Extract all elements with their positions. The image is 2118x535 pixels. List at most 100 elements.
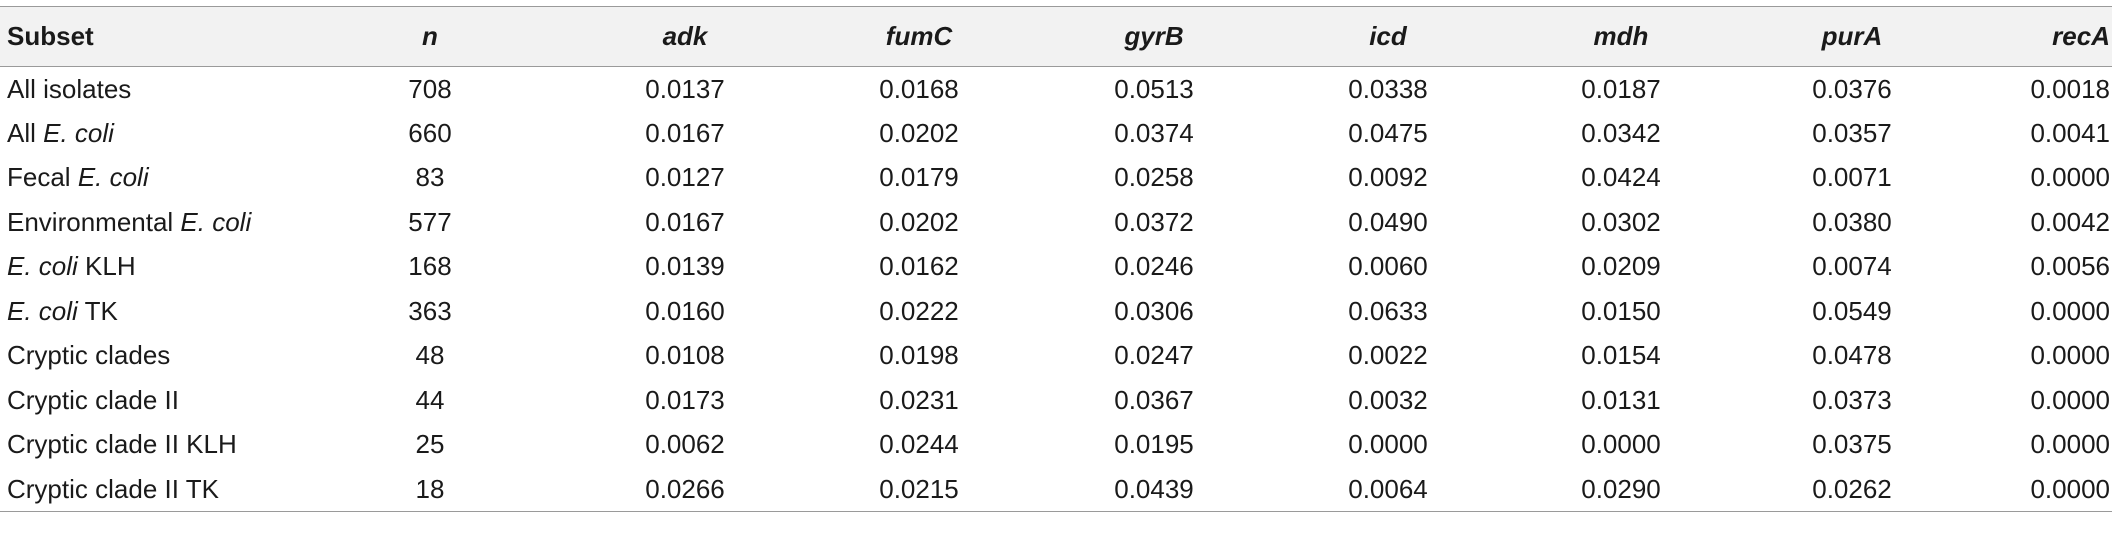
column-header-pura: purA bbox=[1821, 21, 1883, 51]
subset-cell: E. coli KLH bbox=[0, 245, 290, 290]
table-row: Cryptic clade II KLH 25 0.0062 0.0244 0.0195… bbox=[0, 423, 2112, 468]
subset-label-segment: Cryptic clade II bbox=[7, 384, 179, 415]
cell-fumc: 0.0222 bbox=[879, 295, 959, 326]
cell-mdh: 0.0424 bbox=[1581, 162, 1661, 193]
cell-gyrb: 0.0513 bbox=[1114, 73, 1194, 104]
cell-gyrb: 0.0367 bbox=[1114, 384, 1194, 415]
cell-mdh: 0.0150 bbox=[1581, 295, 1661, 326]
cell-adk: 0.0108 bbox=[645, 340, 725, 371]
subset-label-segment: E. coli bbox=[77, 162, 149, 193]
cell-icd: 0.0633 bbox=[1348, 295, 1428, 326]
subset-cell: All E. coli bbox=[0, 111, 290, 156]
subset-label-segment: KLH bbox=[77, 251, 136, 282]
cell-icd: 0.0092 bbox=[1348, 162, 1428, 193]
subset-cell: Fecal E. coli bbox=[0, 156, 290, 201]
subset-cell: E. coli TK bbox=[0, 289, 290, 334]
cell-fumc: 0.0244 bbox=[879, 429, 959, 460]
cell-gyrb: 0.0374 bbox=[1114, 117, 1194, 148]
subset-label-segment: E. coli bbox=[43, 117, 114, 148]
cell-mdh: 0.0290 bbox=[1581, 473, 1661, 504]
cell-reca: 0.0056 bbox=[2030, 251, 2110, 282]
cell-gyrb: 0.0246 bbox=[1114, 251, 1194, 282]
table-body: All isolates 708 0.0137 0.0168 0.0513 0.0338 0… bbox=[0, 67, 2112, 512]
table-row: Cryptic clades 48 0.0108 0.0198 0.0247 0.0022… bbox=[0, 334, 2112, 379]
cell-gyrb: 0.0258 bbox=[1114, 162, 1194, 193]
table-row: All isolates 708 0.0137 0.0168 0.0513 0.0338 0… bbox=[0, 67, 2112, 112]
cell-n: 363 bbox=[408, 295, 452, 326]
subset-label-segment: Cryptic clade II KLH bbox=[7, 429, 237, 460]
cell-icd: 0.0000 bbox=[1348, 429, 1428, 460]
cell-reca: 0.0000 bbox=[2030, 473, 2110, 504]
cell-adk: 0.0127 bbox=[645, 162, 725, 193]
cell-mdh: 0.0342 bbox=[1581, 117, 1661, 148]
cell-reca: 0.0000 bbox=[2030, 162, 2110, 193]
subset-label-segment: All bbox=[7, 117, 44, 148]
cell-gyrb: 0.0372 bbox=[1114, 206, 1194, 237]
column-header-subset: Subset bbox=[7, 21, 94, 51]
table-row: E. coli KLH 168 0.0139 0.0162 0.0246 0.0060 0.… bbox=[0, 245, 2112, 290]
cell-pura: 0.0074 bbox=[1812, 251, 1892, 282]
cell-n: 18 bbox=[415, 473, 445, 504]
cell-fumc: 0.0179 bbox=[879, 162, 959, 193]
cell-adk: 0.0160 bbox=[645, 295, 725, 326]
column-header-adk: adk bbox=[662, 21, 708, 51]
cell-pura: 0.0375 bbox=[1812, 429, 1892, 460]
cell-n: 708 bbox=[408, 73, 452, 104]
cell-icd: 0.0490 bbox=[1348, 206, 1428, 237]
cell-reca: 0.0018 bbox=[2030, 73, 2110, 104]
cell-icd: 0.0338 bbox=[1348, 73, 1428, 104]
cell-pura: 0.0357 bbox=[1812, 117, 1892, 148]
subset-label-segment: E. coli bbox=[180, 206, 252, 237]
subset-cell: Cryptic clade II bbox=[0, 378, 290, 423]
cell-icd: 0.0032 bbox=[1348, 384, 1428, 415]
column-header-gyrb: gyrB bbox=[1124, 21, 1184, 51]
cell-reca: 0.0041 bbox=[2030, 117, 2110, 148]
column-header-n: n bbox=[422, 21, 438, 51]
cell-adk: 0.0167 bbox=[645, 117, 725, 148]
cell-gyrb: 0.0306 bbox=[1114, 295, 1194, 326]
column-header-icd: icd bbox=[1369, 21, 1407, 51]
cell-reca: 0.0000 bbox=[2030, 340, 2110, 371]
cell-fumc: 0.0162 bbox=[879, 251, 959, 282]
cell-fumc: 0.0202 bbox=[879, 206, 959, 237]
cell-mdh: 0.0154 bbox=[1581, 340, 1661, 371]
cell-icd: 0.0022 bbox=[1348, 340, 1428, 371]
subset-cell: Cryptic clades bbox=[0, 334, 290, 379]
cell-reca: 0.0000 bbox=[2030, 384, 2110, 415]
cell-n: 83 bbox=[415, 162, 445, 193]
cell-pura: 0.0376 bbox=[1812, 73, 1892, 104]
cell-fumc: 0.0198 bbox=[879, 340, 959, 371]
cell-adk: 0.0137 bbox=[645, 73, 725, 104]
cell-adk: 0.0167 bbox=[645, 206, 725, 237]
subset-label-segment: TK bbox=[77, 295, 118, 326]
header-row: Subset n adk fumC gyrB icd mdh purA recA bbox=[0, 6, 2112, 67]
cell-n: 48 bbox=[415, 340, 445, 371]
subset-cell: All isolates bbox=[0, 67, 290, 112]
cell-fumc: 0.0231 bbox=[879, 384, 959, 415]
cell-icd: 0.0060 bbox=[1348, 251, 1428, 282]
cell-mdh: 0.0000 bbox=[1581, 429, 1661, 460]
subset-label-segment: Cryptic clade II TK bbox=[7, 473, 219, 504]
cell-pura: 0.0478 bbox=[1812, 340, 1892, 371]
cell-mdh: 0.0209 bbox=[1581, 251, 1661, 282]
cell-reca: 0.0042 bbox=[2030, 206, 2110, 237]
cell-adk: 0.0173 bbox=[645, 384, 725, 415]
cell-icd: 0.0475 bbox=[1348, 117, 1428, 148]
column-header-mdh: mdh bbox=[1593, 21, 1649, 51]
cell-n: 660 bbox=[408, 117, 452, 148]
subset-label-segment: Environmental bbox=[7, 206, 181, 237]
cell-adk: 0.0139 bbox=[645, 251, 725, 282]
cell-icd: 0.0064 bbox=[1348, 473, 1428, 504]
cell-n: 168 bbox=[408, 251, 452, 282]
cell-n: 25 bbox=[415, 429, 445, 460]
subset-label-segment: Cryptic clades bbox=[7, 340, 171, 371]
cell-pura: 0.0380 bbox=[1812, 206, 1892, 237]
table-row: Cryptic clade II TK 18 0.0266 0.0215 0.0439 0… bbox=[0, 467, 2112, 512]
cell-fumc: 0.0168 bbox=[879, 73, 959, 104]
cell-pura: 0.0071 bbox=[1812, 162, 1892, 193]
subset-label-segment: All isolates bbox=[7, 73, 132, 104]
table-row: E. coli TK 363 0.0160 0.0222 0.0306 0.0633 0.0… bbox=[0, 289, 2112, 334]
cell-pura: 0.0549 bbox=[1812, 295, 1892, 326]
subset-cell: Cryptic clade II KLH bbox=[0, 423, 290, 468]
cell-gyrb: 0.0247 bbox=[1114, 340, 1194, 371]
